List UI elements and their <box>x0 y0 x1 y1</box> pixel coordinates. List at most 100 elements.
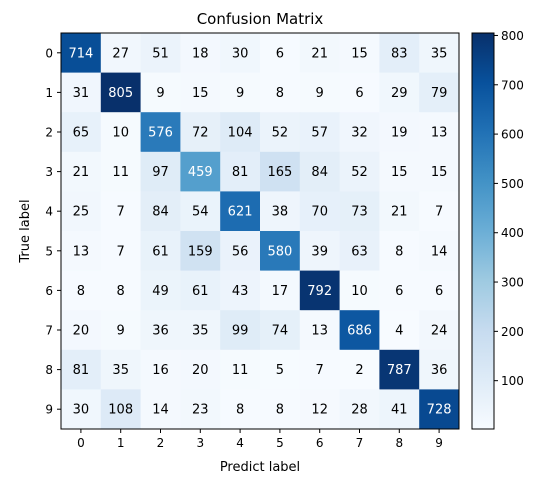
heatmap-cell <box>379 191 420 232</box>
cell-value-label: 56 <box>232 244 249 259</box>
cell-value-label: 13 <box>73 244 90 259</box>
cell-value-label: 97 <box>152 165 169 180</box>
colorbar <box>471 32 495 430</box>
cell-value-label: 73 <box>351 205 368 220</box>
cell-value-label: 8 <box>276 403 284 418</box>
x-tick-label: 0 <box>77 436 85 450</box>
heatmap-cell <box>100 349 142 390</box>
heatmap-cell <box>260 389 301 430</box>
heatmap-cell <box>379 231 420 272</box>
cell-value-label: 9 <box>236 86 244 101</box>
cell-value-label: 43 <box>232 284 249 299</box>
cell-value-label: 7 <box>316 363 324 378</box>
colorbar-tick-label: 700 <box>501 78 524 92</box>
cell-value-label: 686 <box>347 324 372 339</box>
heatmap-cell <box>100 191 142 232</box>
heatmap-cell <box>260 349 301 390</box>
cell-value-label: 79 <box>431 86 448 101</box>
y-axis-ticks: 0 1 2 3 4 5 6 7 8 9 <box>45 46 61 417</box>
cell-value-label: 13 <box>431 126 448 141</box>
heatmap-cell <box>339 151 380 192</box>
heatmap-cell <box>299 231 341 272</box>
heatmap-cell <box>140 270 181 311</box>
heatmap-cell <box>419 33 460 74</box>
cell-value-label: 8 <box>117 284 125 299</box>
y-tick-label: 1 <box>45 86 53 100</box>
cell-value-label: 2 <box>355 363 363 378</box>
cell-value-label: 20 <box>192 363 209 378</box>
colorbar-tick-label: 600 <box>501 128 524 142</box>
cell-value-label: 38 <box>272 205 289 220</box>
heatmap-cell <box>140 349 181 390</box>
cell-value-label: 49 <box>152 284 169 299</box>
heatmap-cell <box>419 191 460 232</box>
heatmap-cell <box>379 310 420 351</box>
heatmap-cell <box>339 310 380 351</box>
cell-value-label: 81 <box>232 165 249 180</box>
heatmap-cell <box>260 191 301 232</box>
y-axis-label: True label <box>18 199 33 263</box>
heatmap-cell <box>299 151 341 192</box>
heatmap-cell <box>61 310 102 351</box>
cell-value-label: 12 <box>311 403 328 418</box>
cell-value-label: 714 <box>68 46 93 61</box>
cell-value-label: 21 <box>311 46 328 61</box>
heatmap-cell <box>140 389 181 430</box>
cell-value-label: 35 <box>112 363 129 378</box>
heatmap-cell <box>299 389 341 430</box>
x-axis-label: Predict label <box>220 460 300 475</box>
colorbar-tick-label: 500 <box>501 177 524 191</box>
y-tick-label: 5 <box>45 244 53 258</box>
heatmap-cell <box>419 112 460 153</box>
cell-value-label: 15 <box>192 86 209 101</box>
heatmap-cell <box>180 231 221 272</box>
heatmap-cell <box>299 33 341 74</box>
heatmap-cell <box>140 151 181 192</box>
heatmap-cell <box>419 349 460 390</box>
heatmap-cell <box>140 231 181 272</box>
cell-value-label: 29 <box>391 86 408 101</box>
heatmap-cell <box>299 191 341 232</box>
heatmap-cell <box>61 389 102 430</box>
heatmap-cell <box>180 72 221 113</box>
colorbar-ticks: 100 200 300 400 500 600 700 800 <box>494 29 524 388</box>
cell-value-label: 9 <box>117 324 125 339</box>
colorbar-tick-label: 100 <box>501 374 524 388</box>
chart-title: Confusion Matrix <box>197 10 324 28</box>
cell-value-label: 7 <box>435 205 443 220</box>
cell-value-label: 576 <box>148 126 173 141</box>
cell-value-label: 61 <box>152 244 169 259</box>
heatmap-cell <box>379 349 420 390</box>
heatmap-cell <box>339 33 380 74</box>
cell-value-label: 51 <box>152 46 169 61</box>
cell-value-label: 728 <box>427 403 452 418</box>
y-tick-label: 3 <box>45 165 53 179</box>
heatmap-cell <box>379 151 420 192</box>
heatmap-cell <box>220 151 261 192</box>
cell-value-label: 165 <box>267 165 292 180</box>
heatmap-cell <box>419 231 460 272</box>
cell-value-label: 32 <box>351 126 368 141</box>
cell-value-label: 8 <box>395 244 403 259</box>
cell-value-label: 28 <box>351 403 368 418</box>
cell-value-label: 8 <box>276 86 284 101</box>
cell-value-label: 6 <box>435 284 443 299</box>
heatmap-cell <box>100 389 142 430</box>
cell-value-label: 39 <box>311 244 328 259</box>
cell-value-label: 30 <box>232 46 249 61</box>
heatmap-cell <box>220 349 261 390</box>
heatmap-cell <box>220 72 261 113</box>
y-tick-label: 0 <box>45 46 53 60</box>
plot-frame <box>60 32 460 430</box>
heatmap-cell <box>100 72 142 113</box>
cell-value-label: 787 <box>387 363 412 378</box>
heatmap-cell <box>61 112 102 153</box>
heatmap-cell <box>61 349 102 390</box>
x-tick-label: 9 <box>435 436 443 450</box>
heatmap-cell <box>379 72 420 113</box>
cell-value-label: 9 <box>156 86 164 101</box>
heatmap-cell <box>260 151 301 192</box>
heatmap-cell <box>299 270 341 311</box>
cell-value-label: 459 <box>188 165 213 180</box>
heatmap-cell <box>180 33 221 74</box>
